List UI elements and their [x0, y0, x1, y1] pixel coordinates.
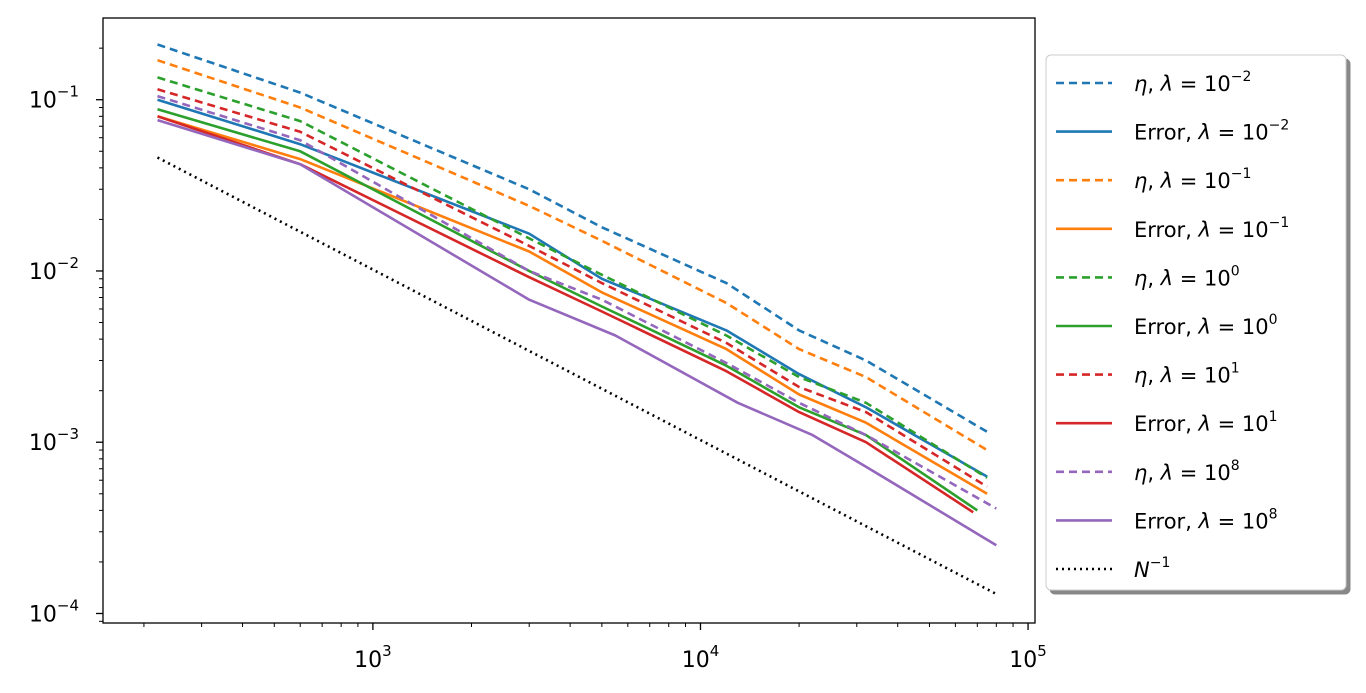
y-tick-label: 10−1	[29, 83, 79, 114]
legend-box	[1045, 54, 1347, 591]
plot-area-frame	[102, 17, 1036, 624]
legend-label-3: Error, λ = 10−1	[1134, 215, 1289, 242]
series-line-2	[157, 58, 988, 452]
legend-label-5: Error, λ = 100	[1134, 312, 1278, 339]
legend-label-4: η, λ = 100	[1134, 263, 1240, 290]
legend-label-0: η, λ = 10−2	[1134, 69, 1251, 96]
series-line-8	[157, 94, 997, 510]
legend-label-1: Error, λ = 10−2	[1134, 118, 1289, 145]
legend-label-2: η, λ = 10−1	[1134, 166, 1251, 193]
series-line-0	[157, 43, 988, 433]
series-line-4	[157, 76, 988, 479]
series-line-6	[157, 88, 988, 488]
axes-layer: 103 104 105 10−4 10−3 10−2 10−1	[29, 47, 1047, 673]
series-line-3	[157, 115, 988, 495]
x-tick-label: 105	[1009, 642, 1047, 673]
legend-label-9: Error, λ = 108	[1134, 506, 1278, 533]
series-line-5	[157, 107, 979, 512]
series-line-1	[157, 98, 988, 478]
series-line-10	[156, 156, 997, 596]
series-line-7	[157, 115, 974, 514]
y-tick-label: 10−2	[29, 254, 79, 285]
legend-label-7: Error, λ = 101	[1134, 409, 1278, 436]
y-tick-label: 10−3	[29, 425, 79, 456]
legend-label-8: η, λ = 108	[1134, 458, 1240, 485]
x-tick-label: 103	[354, 642, 392, 673]
y-tick-label: 10−4	[29, 596, 79, 627]
series-line-9	[157, 118, 997, 547]
series-layer	[156, 43, 997, 596]
legend-label-10: N−1	[1134, 555, 1170, 582]
legend: η, λ = 10−2 Error, λ = 10−2 η, λ = 10−1 Err…	[1045, 54, 1347, 591]
x-tick-label: 104	[682, 642, 720, 673]
legend-label-6: η, λ = 101	[1134, 361, 1240, 388]
